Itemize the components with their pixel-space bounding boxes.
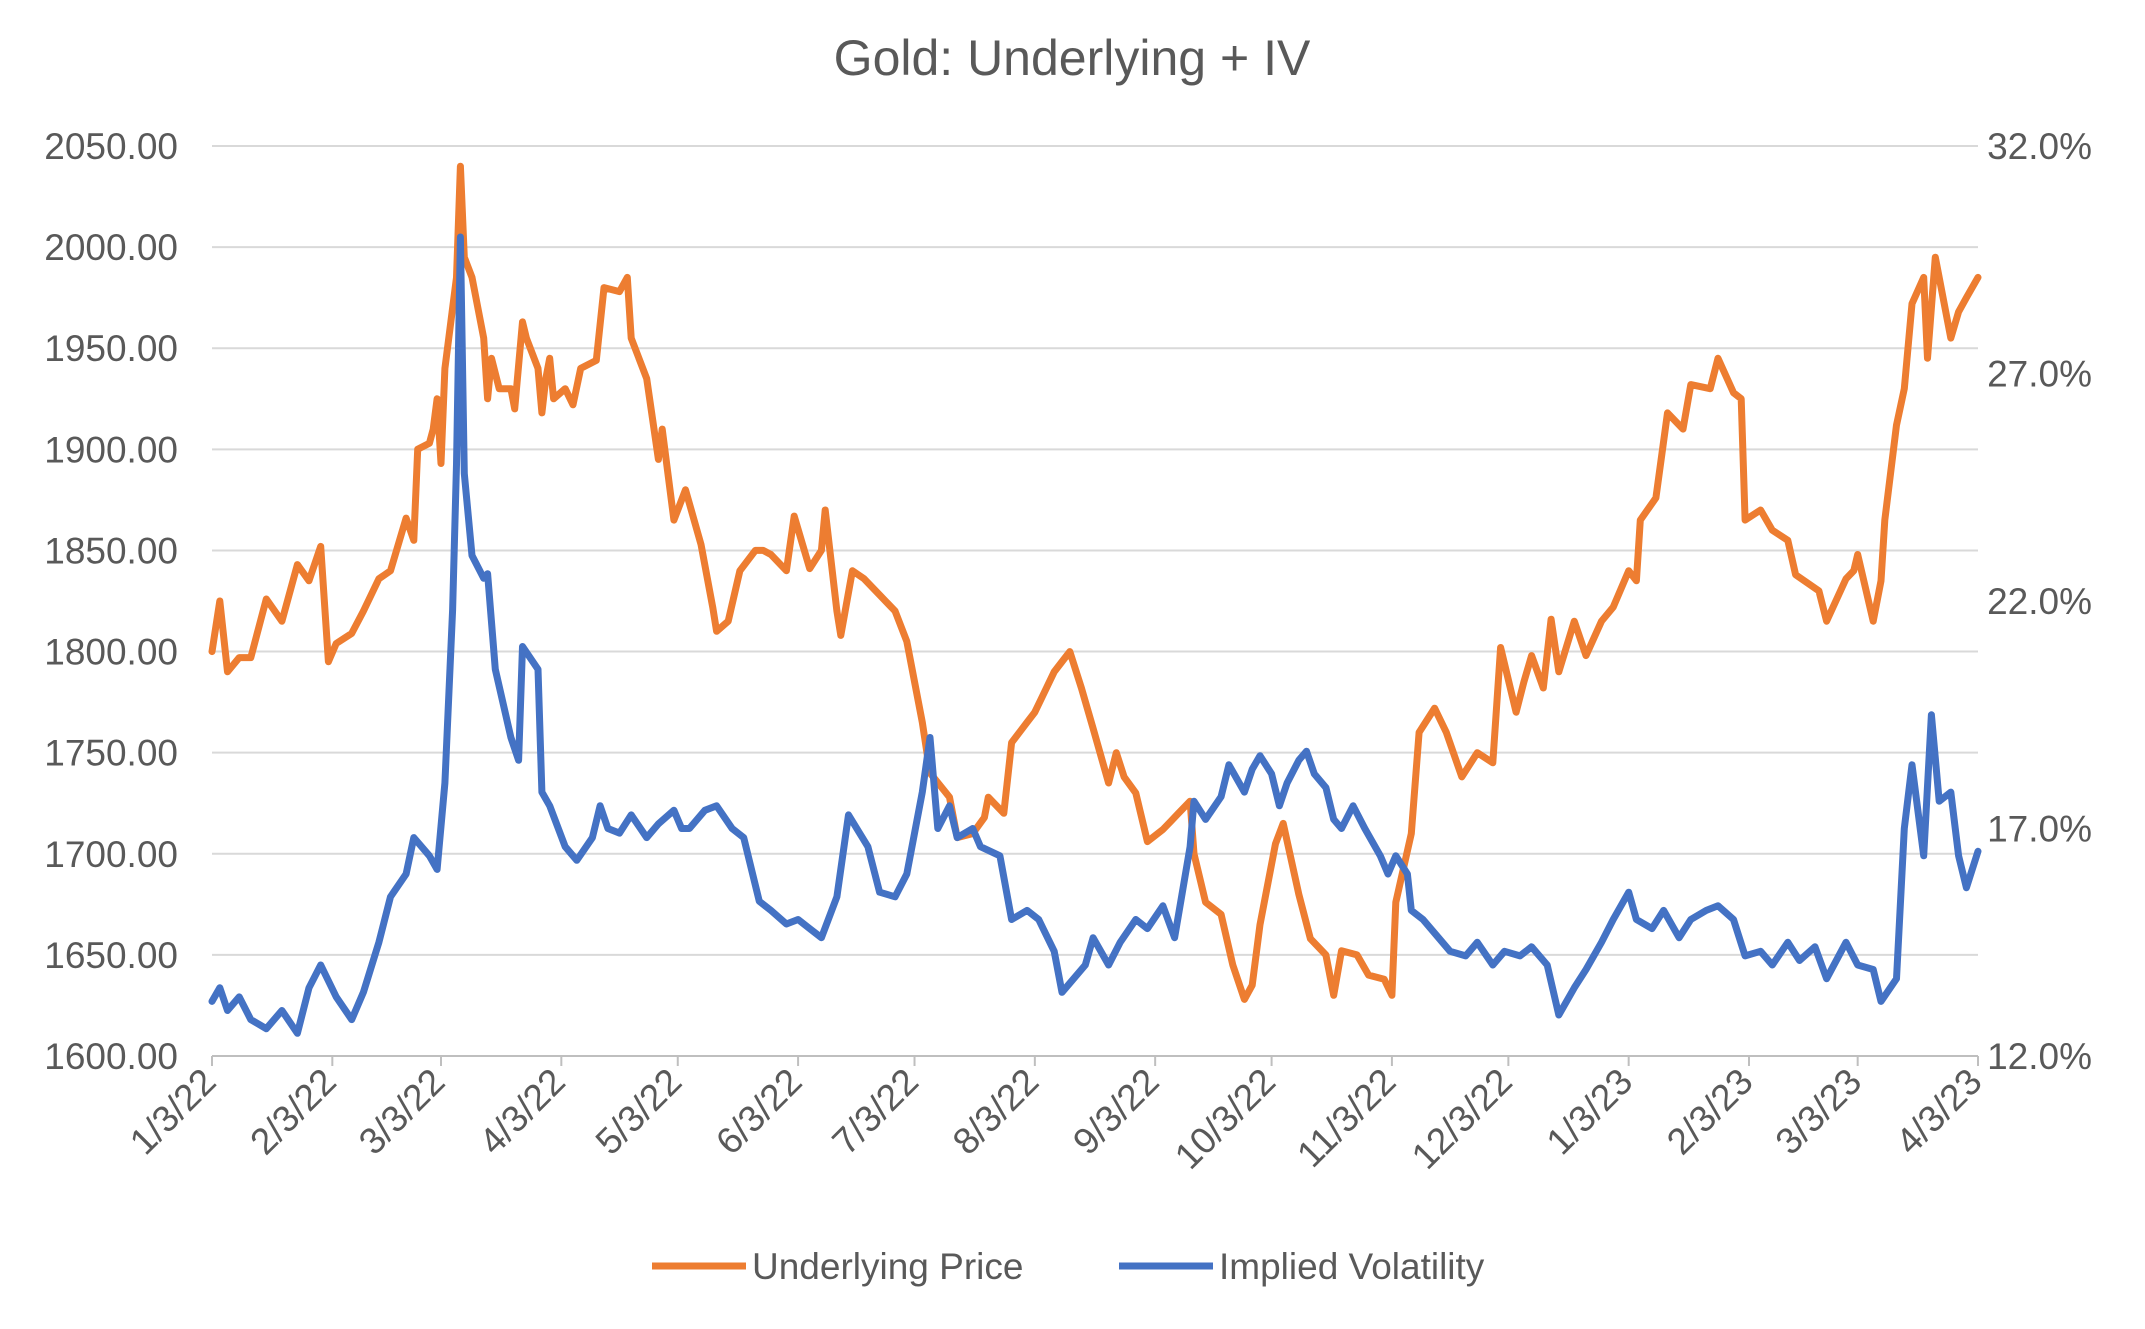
left-tick-label: 1700.00	[44, 834, 178, 875]
left-tick-label: 1600.00	[44, 1036, 178, 1077]
x-tick-label: 3/3/22	[351, 1061, 453, 1163]
x-tick-label: 1/3/23	[1539, 1061, 1641, 1163]
x-tick-label: 4/3/23	[1888, 1061, 1990, 1163]
series-line-implied-volatility	[208, 233, 1982, 1037]
x-tick-label: 4/3/22	[471, 1061, 573, 1163]
x-tick-label: 10/3/22	[1167, 1061, 1283, 1177]
x-axis: 1/3/22 2/3/22 3/3/22 4/3/22 5/3/22 6/3/22 7/3/…	[122, 1055, 1990, 1177]
right-tick-label: 22.0%	[1987, 581, 2092, 622]
chart-title: Gold: Underlying + IV	[834, 30, 1311, 86]
x-tick-label: 2/3/23	[1659, 1061, 1761, 1163]
left-tick-label: 1800.00	[44, 632, 178, 673]
left-tick-label: 2050.00	[44, 126, 178, 167]
x-tick-label: 11/3/22	[1289, 1061, 1403, 1175]
legend-label-underlying: Underlying Price	[752, 1246, 1023, 1287]
right-tick-label: 27.0%	[1987, 354, 2092, 395]
left-tick-label: 1650.00	[44, 935, 178, 976]
series-line-underlying-price	[208, 162, 1982, 1003]
left-tick-label: 1750.00	[44, 733, 178, 774]
x-tick-label: 12/3/22	[1404, 1061, 1520, 1177]
left-axis: 1600.00 1650.00 1700.00 1750.00 1800.00 1850.…	[44, 126, 178, 1077]
series-layer	[208, 162, 1982, 1037]
left-tick-label: 1950.00	[44, 328, 178, 369]
legend: Underlying Price Implied Volatility	[652, 1246, 1485, 1287]
right-axis: 12.0% 17.0% 22.0% 27.0% 32.0%	[1987, 126, 2092, 1077]
x-tick-label: 8/3/22	[945, 1061, 1047, 1163]
right-tick-label: 32.0%	[1987, 126, 2092, 167]
left-tick-label: 1900.00	[44, 429, 178, 470]
left-tick-label: 2000.00	[44, 227, 178, 268]
gridlines	[212, 145, 1978, 956]
left-tick-label: 1850.00	[44, 530, 178, 571]
legend-label-iv: Implied Volatility	[1219, 1246, 1485, 1287]
x-tick-label: 3/3/23	[1768, 1061, 1870, 1163]
right-tick-label: 12.0%	[1987, 1036, 2092, 1077]
x-tick-label: 5/3/22	[588, 1061, 690, 1163]
x-tick-label: 9/3/22	[1065, 1061, 1167, 1163]
right-tick-label: 17.0%	[1987, 809, 2092, 850]
x-tick-label: 2/3/22	[242, 1061, 344, 1163]
x-tick-label: 7/3/22	[824, 1061, 926, 1163]
x-tick-label: 6/3/22	[708, 1061, 810, 1163]
